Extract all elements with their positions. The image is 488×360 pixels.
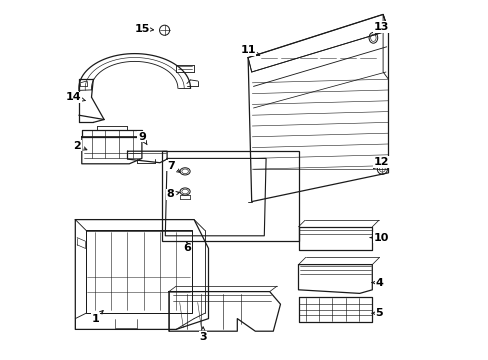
Ellipse shape (180, 168, 190, 175)
Text: 1: 1 (91, 311, 103, 324)
Text: 6: 6 (183, 242, 190, 253)
Text: 4: 4 (371, 278, 383, 288)
Ellipse shape (182, 189, 188, 194)
Text: 13: 13 (373, 22, 388, 35)
Ellipse shape (370, 34, 375, 41)
Text: 2: 2 (73, 141, 87, 151)
Text: 15: 15 (134, 24, 153, 34)
Text: 10: 10 (369, 233, 388, 243)
Text: 12: 12 (373, 157, 388, 168)
Text: 14: 14 (65, 92, 85, 102)
Bar (162, 151, 298, 241)
Text: 9: 9 (138, 132, 147, 145)
Text: 8: 8 (166, 189, 179, 199)
Text: 7: 7 (166, 161, 180, 172)
Ellipse shape (182, 169, 188, 174)
Ellipse shape (180, 188, 190, 195)
Text: 5: 5 (371, 308, 383, 318)
Ellipse shape (368, 32, 377, 43)
Text: 3: 3 (199, 327, 206, 342)
Text: 11: 11 (240, 45, 259, 55)
